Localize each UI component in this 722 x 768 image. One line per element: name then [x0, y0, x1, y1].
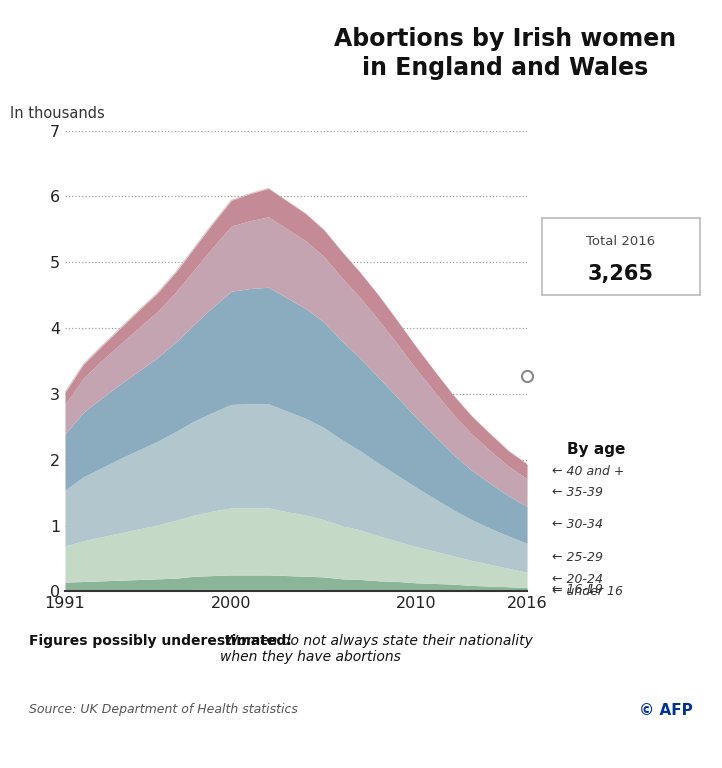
Text: ← under 16: ← under 16 — [552, 584, 623, 598]
Text: ← 20-24: ← 20-24 — [552, 574, 604, 586]
Text: Total 2016: Total 2016 — [586, 235, 656, 248]
Text: 3,265: 3,265 — [588, 263, 654, 283]
Text: Figures possibly underestimated:: Figures possibly underestimated: — [29, 634, 292, 647]
Text: Women do not always state their nationality
when they have abortions: Women do not always state their national… — [220, 634, 533, 664]
Text: In thousands: In thousands — [9, 106, 104, 121]
Text: ← 16-19: ← 16-19 — [552, 583, 604, 595]
Text: ← 40 and +: ← 40 and + — [552, 465, 625, 478]
Text: Abortions by Irish women
in England and Wales: Abortions by Irish women in England and … — [334, 27, 677, 80]
Text: ← 25-29: ← 25-29 — [552, 551, 604, 564]
Text: ← 30-34: ← 30-34 — [552, 518, 604, 531]
Text: By age: By age — [567, 442, 625, 457]
Text: ← 35-39: ← 35-39 — [552, 486, 604, 499]
Text: © AFP: © AFP — [640, 703, 693, 718]
Text: Source: UK Department of Health statistics: Source: UK Department of Health statisti… — [29, 703, 297, 716]
